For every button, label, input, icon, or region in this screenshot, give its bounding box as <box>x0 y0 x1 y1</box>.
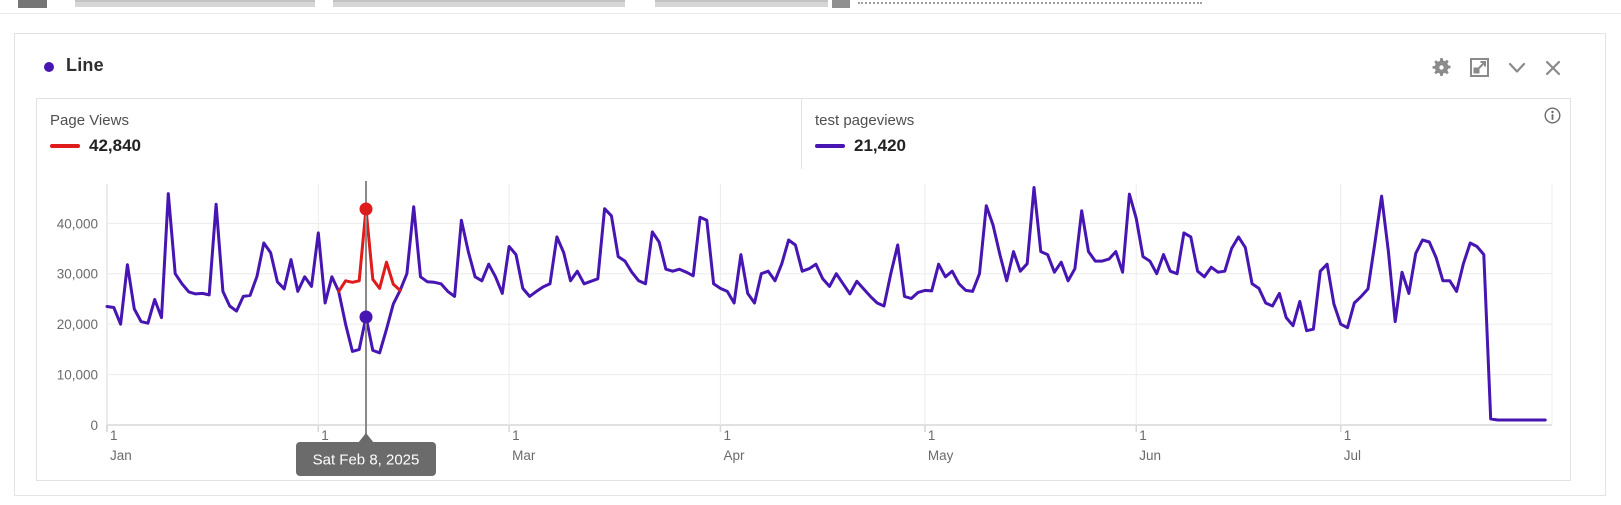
x-axis-day-label: 1 <box>512 428 520 443</box>
top-divider <box>0 13 1621 14</box>
chart-container: Page Views 42,840 test pageviews 21,420 … <box>36 98 1571 481</box>
top-strip-chip[interactable] <box>18 0 47 8</box>
line-chart-plot[interactable]: 010,00020,00030,00040,0001Jan1Feb1Mar1Ap… <box>37 99 1570 480</box>
x-axis-day-label: 1 <box>723 428 731 443</box>
x-axis-day-label: 1 <box>110 428 118 443</box>
x-axis-month-label: Apr <box>723 448 745 463</box>
x-axis-month-label: Mar <box>512 448 536 463</box>
viz-color-dot <box>44 62 54 72</box>
expand-icon[interactable] <box>1470 58 1489 77</box>
legend-label: Page Views <box>50 112 129 129</box>
hover-dot-page-views <box>359 202 373 216</box>
x-axis-day-label: 1 <box>1344 428 1352 443</box>
close-icon[interactable] <box>1545 60 1561 76</box>
top-strip-field-1[interactable] <box>75 0 315 7</box>
x-axis-day-label: 1 <box>1139 428 1147 443</box>
chevron-down-icon[interactable] <box>1508 62 1526 74</box>
y-axis-tick-label: 40,000 <box>57 216 98 231</box>
x-axis-month-label: Jun <box>1139 448 1161 463</box>
y-axis-tick-label: 20,000 <box>57 317 98 332</box>
x-axis-month-label: Jul <box>1344 448 1361 463</box>
tooltip-date-label: Sat Feb 8, 2025 <box>313 452 420 469</box>
legend-label: test pageviews <box>815 112 915 129</box>
viz-toolbar <box>1432 58 1561 77</box>
legend-swatch-red <box>50 144 80 148</box>
legend: Page Views 42,840 test pageviews 21,420 <box>37 99 1570 169</box>
hover-dot-test-pageviews <box>359 310 373 324</box>
x-axis-day-label: 1 <box>928 428 936 443</box>
settings-gear-icon[interactable] <box>1432 58 1451 77</box>
info-icon[interactable] <box>1544 107 1561 124</box>
x-axis-month-label: May <box>928 448 954 463</box>
series-line-test-pageviews <box>105 186 1547 422</box>
tooltip-arrow <box>358 433 375 443</box>
viz-title: Line <box>66 55 104 75</box>
y-axis-tick-label: 10,000 <box>57 368 98 383</box>
legend-swatch-purple <box>815 144 845 148</box>
top-strip-field-3[interactable] <box>655 0 828 7</box>
x-axis-month-label: Jan <box>110 448 132 463</box>
top-strip-field-2[interactable] <box>333 0 625 7</box>
y-axis-tick-label: 0 <box>90 418 98 433</box>
line-visualization-panel: Line Page Views 42,840 <box>14 33 1606 496</box>
series-line-page-views <box>337 207 402 293</box>
legend-value: 42,840 <box>89 136 141 155</box>
legend-value: 21,420 <box>854 136 906 155</box>
legend-item-test-pageviews: test pageviews 21,420 <box>802 99 914 169</box>
top-strip-chip-2[interactable] <box>832 0 850 8</box>
x-axis-day-label: 1 <box>321 428 329 443</box>
legend-item-page-views: Page Views 42,840 <box>37 99 802 169</box>
y-axis-tick-label: 30,000 <box>57 267 98 282</box>
hover-tooltip <box>296 442 437 476</box>
drop-zone-dotted-line <box>858 2 1202 4</box>
